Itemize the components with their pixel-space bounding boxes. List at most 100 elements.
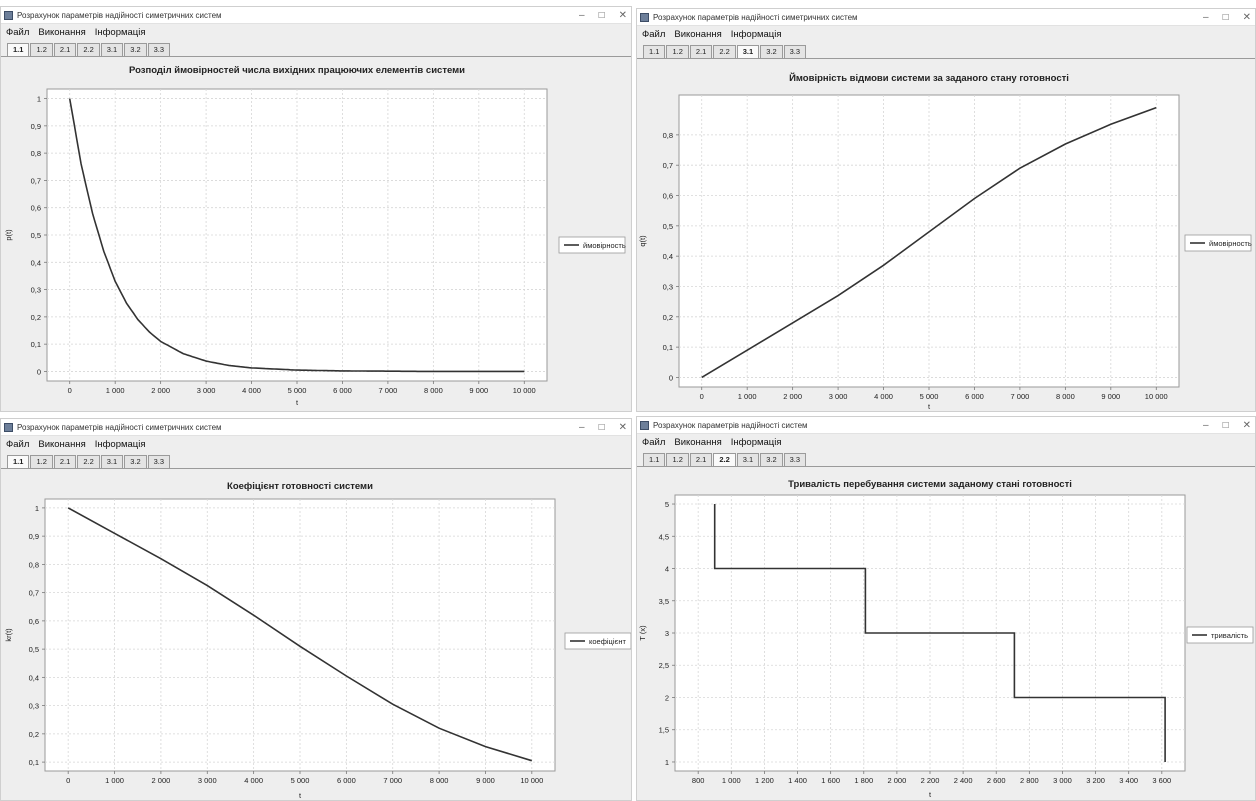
tab-1-1[interactable]: 1.1 — [7, 455, 30, 468]
close-icon[interactable]: ✕ — [1242, 419, 1251, 431]
minimize-icon[interactable]: – — [579, 9, 585, 21]
menu-run[interactable]: Виконання — [38, 26, 86, 38]
menu-run[interactable]: Виконання — [674, 436, 722, 448]
y-tick-label: 0,2 — [663, 313, 673, 322]
tab-1-1[interactable]: 1.1 — [643, 45, 666, 58]
tab-2-2[interactable]: 2.2 — [713, 45, 736, 58]
tab-3-2[interactable]: 3.2 — [124, 43, 147, 56]
tab-1-1[interactable]: 1.1 — [643, 453, 666, 466]
x-tick-label: 5 000 — [920, 392, 939, 401]
tab-3-3[interactable]: 3.3 — [147, 43, 171, 56]
maximize-icon[interactable]: □ — [598, 421, 605, 433]
y-tick-label: 3 — [665, 629, 669, 638]
tab-2-1[interactable]: 2.1 — [689, 45, 713, 58]
menu-file[interactable]: Файл — [6, 438, 30, 450]
x-tick-label: 3 000 — [1053, 776, 1072, 785]
menu-bar: Файл Виконання Інформація — [1, 436, 631, 452]
chart-title: Тривалість перебування системи заданому … — [788, 479, 1072, 490]
tab-2-1[interactable]: 2.1 — [53, 43, 77, 56]
tab-1-2[interactable]: 1.2 — [30, 43, 53, 56]
x-tick-label: 2 000 — [152, 776, 171, 785]
tab-3-1[interactable]: 3.1 — [736, 453, 760, 466]
x-tick-label: 1 400 — [788, 776, 807, 785]
y-tick-label: 2,5 — [659, 661, 669, 670]
legend-label: коефіцієнт — [589, 637, 626, 646]
title-bar[interactable]: Розрахунок параметрів надійності симетри… — [1, 7, 631, 24]
tab-2-2[interactable]: 2.2 — [77, 455, 100, 468]
x-tick-label: 2 800 — [1020, 776, 1039, 785]
minimize-icon[interactable]: – — [1203, 419, 1209, 431]
maximize-icon[interactable]: □ — [1222, 419, 1229, 431]
y-tick-label: 0,8 — [663, 131, 673, 140]
tab-3-3[interactable]: 3.3 — [783, 45, 807, 58]
close-icon[interactable]: ✕ — [618, 421, 627, 433]
menu-run[interactable]: Виконання — [38, 438, 86, 450]
x-tick-label: 9 000 — [469, 386, 488, 395]
tab-1-1[interactable]: 1.1 — [7, 43, 30, 56]
x-tick-label: 3 000 — [198, 776, 217, 785]
tab-2-1[interactable]: 2.1 — [53, 455, 77, 468]
tab-1-2[interactable]: 1.2 — [666, 453, 689, 466]
y-tick-label: 5 — [665, 500, 669, 509]
legend: коефіцієнт — [564, 632, 631, 650]
x-axis-label: t — [299, 791, 302, 800]
tab-3-1[interactable]: 3.1 — [100, 455, 124, 468]
x-tick-label: 8 000 — [1056, 392, 1075, 401]
tab-3-2[interactable]: 3.2 — [760, 45, 783, 58]
legend-box — [1184, 234, 1252, 252]
x-tick-label: 3 000 — [829, 392, 848, 401]
tab-3-3[interactable]: 3.3 — [147, 455, 171, 468]
tab-3-2[interactable]: 3.2 — [124, 455, 147, 468]
x-tick-label: 9 000 — [1101, 392, 1120, 401]
tab-2-1[interactable]: 2.1 — [689, 453, 713, 466]
x-tick-label: 7 000 — [379, 386, 398, 395]
maximize-icon[interactable]: □ — [598, 9, 605, 21]
tab-3-1[interactable]: 3.1 — [736, 45, 760, 58]
y-tick-label: 0,6 — [31, 204, 41, 213]
menu-info[interactable]: Інформація — [730, 28, 782, 40]
maximize-icon[interactable]: □ — [1222, 11, 1229, 23]
tab-2-2[interactable]: 2.2 — [77, 43, 100, 56]
menu-info[interactable]: Інформація — [730, 436, 782, 448]
menu-info[interactable]: Інформація — [94, 438, 146, 450]
y-tick-label: 0,7 — [29, 589, 39, 598]
tab-1-2[interactable]: 1.2 — [30, 455, 53, 468]
y-tick-label: 1 — [37, 95, 41, 104]
title-bar[interactable]: Розрахунок параметрів надійності систем … — [637, 417, 1255, 434]
close-icon[interactable]: ✕ — [618, 9, 627, 21]
chart-panel: Тривалість перебування системи заданому … — [637, 467, 1255, 800]
minimize-icon[interactable]: – — [1203, 11, 1209, 23]
y-tick-label: 0 — [37, 367, 41, 376]
tab-3-3[interactable]: 3.3 — [783, 453, 807, 466]
x-tick-label: 8 000 — [424, 386, 443, 395]
y-tick-label: 1,5 — [659, 726, 669, 735]
menu-file[interactable]: Файл — [642, 28, 666, 40]
x-tick-label: 1 000 — [105, 776, 124, 785]
legend-box — [564, 632, 631, 650]
x-tick-label: 1 000 — [738, 392, 757, 401]
minimize-icon[interactable]: – — [579, 421, 585, 433]
tab-1-2[interactable]: 1.2 — [666, 45, 689, 58]
menu-run[interactable]: Виконання — [674, 28, 722, 40]
x-axis-label: t — [928, 402, 931, 411]
y-axis-label: q(t) — [638, 235, 647, 247]
app-icon — [640, 12, 649, 22]
y-axis-label: p(t) — [4, 229, 13, 241]
menu-file[interactable]: Файл — [6, 26, 30, 38]
tab-2-2[interactable]: 2.2 — [713, 453, 736, 466]
x-tick-label: 8 000 — [430, 776, 449, 785]
menu-info[interactable]: Інформація — [94, 26, 146, 38]
app-icon — [640, 420, 649, 430]
close-icon[interactable]: ✕ — [1242, 11, 1251, 23]
tab-3-2[interactable]: 3.2 — [760, 453, 783, 466]
tab-3-1[interactable]: 3.1 — [100, 43, 124, 56]
window-title: Розрахунок параметрів надійності систем — [653, 420, 808, 430]
title-bar[interactable]: Розрахунок параметрів надійності симетри… — [637, 9, 1255, 26]
y-tick-label: 0,5 — [663, 222, 673, 231]
menu-file[interactable]: Файл — [642, 436, 666, 448]
x-tick-label: 9 000 — [476, 776, 495, 785]
title-bar[interactable]: Розрахунок параметрів надійності симетри… — [1, 419, 631, 436]
y-tick-label: 0,5 — [29, 645, 39, 654]
menu-bar: Файл Виконання Інформація — [637, 434, 1255, 450]
y-tick-label: 3,5 — [659, 597, 669, 606]
